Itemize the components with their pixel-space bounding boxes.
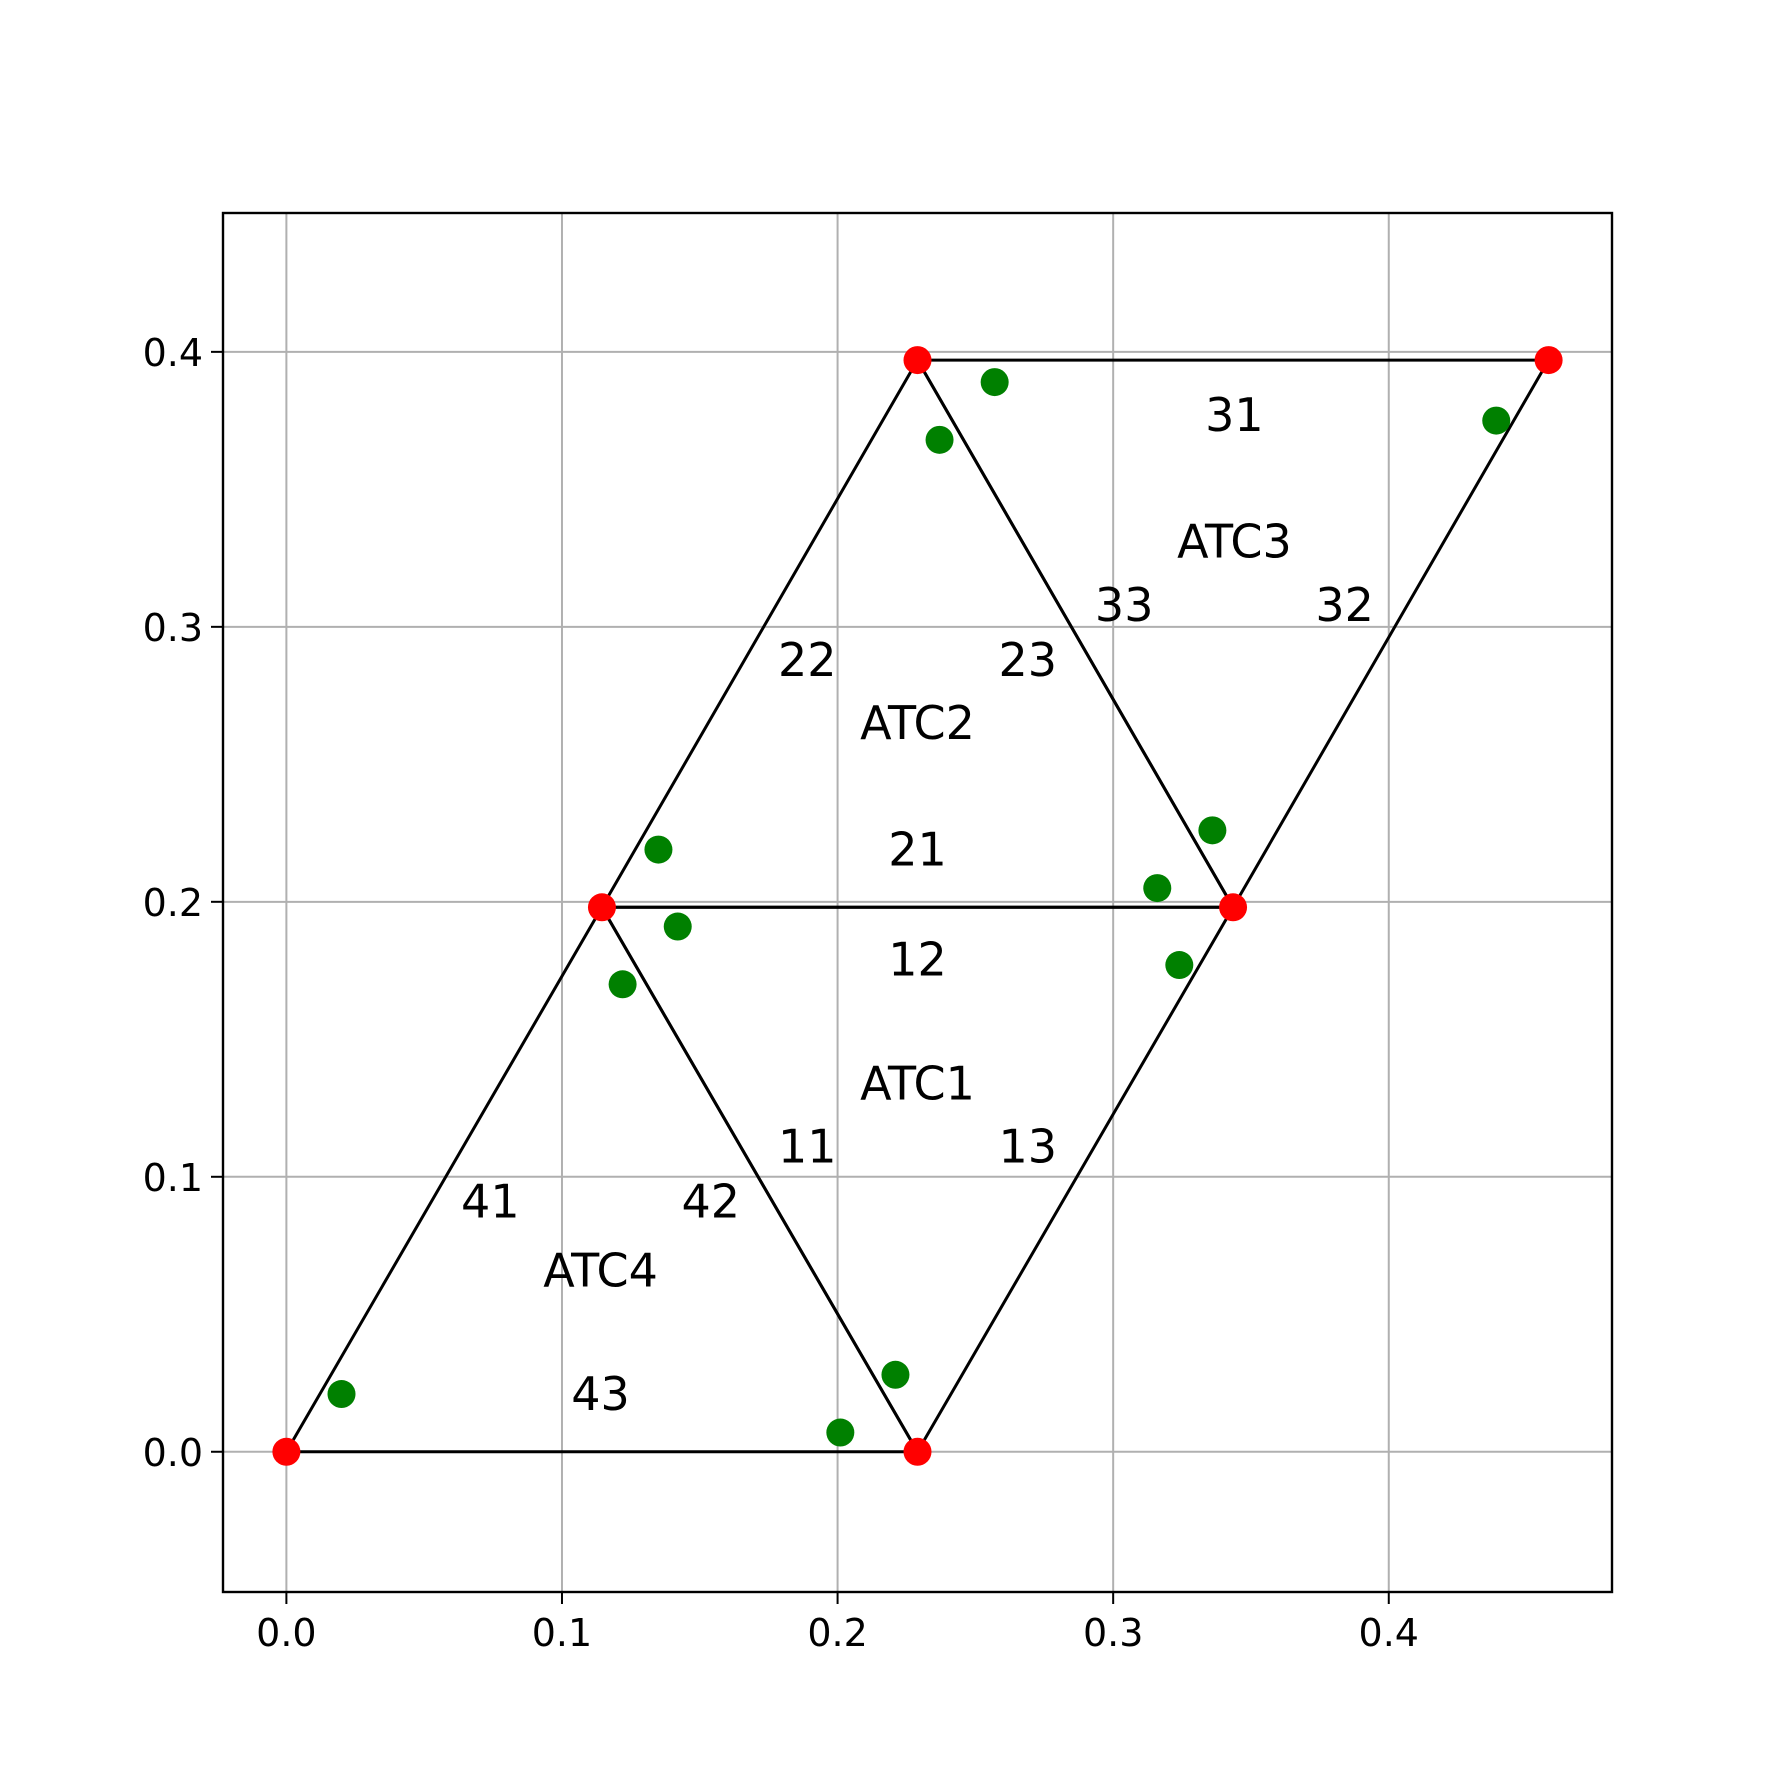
vertex-point: [903, 1437, 932, 1466]
triangle-atc3: [914, 358, 1552, 911]
y-tick-label: 0.4: [143, 331, 203, 375]
axis-ticks: 0.0 0.1 0.2 0.3 0.4 0.0 0.1 0.2 0.3 0.4: [143, 331, 1419, 1655]
annotation-label: 31: [1205, 388, 1264, 442]
vertex-point: [1534, 346, 1563, 375]
marker-point: [881, 1360, 910, 1389]
marker-point: [608, 970, 637, 999]
annotation-label: ATC2: [860, 696, 975, 750]
annotation-label: 32: [1315, 578, 1374, 632]
annotation-label: 13: [998, 1120, 1057, 1174]
marker-point: [1482, 406, 1511, 435]
vertex-point: [587, 893, 616, 922]
vertex-point: [272, 1437, 301, 1466]
marker-point: [644, 835, 673, 864]
x-tick-label: 0.2: [807, 1611, 867, 1655]
triangle-edges: [283, 357, 1552, 1455]
vertex-points: [272, 346, 1563, 1466]
annotation-label: ATC4: [543, 1243, 658, 1297]
x-tick-label: 0.0: [256, 1611, 316, 1655]
annotation-label: 23: [998, 633, 1057, 687]
marker-point: [1165, 951, 1194, 980]
y-tick-label: 0.2: [143, 881, 203, 925]
annotation-label: 42: [682, 1175, 741, 1229]
marker-points: [327, 368, 1511, 1447]
annotation-label: 11: [778, 1120, 837, 1174]
marker-point: [826, 1418, 855, 1447]
annotation-label: ATC3: [1177, 515, 1292, 569]
annotation-label: 22: [778, 633, 837, 687]
annotation-label: 41: [461, 1175, 520, 1229]
annotation-label: 12: [888, 933, 947, 987]
vertex-point: [903, 346, 932, 375]
y-tick-label: 0.1: [143, 1156, 203, 1200]
annotations: ATC1 ATC2 ATC3 ATC4 11 12 13 21 22 23 31 32 33 41 42 43: [461, 388, 1374, 1421]
marker-point: [1143, 874, 1172, 903]
y-tick-label: 0.0: [143, 1431, 203, 1475]
y-tick-label: 0.3: [143, 606, 203, 650]
x-tick-label: 0.3: [1083, 1611, 1143, 1655]
x-tick-label: 0.1: [532, 1611, 592, 1655]
triangle-atc4: [283, 904, 921, 1454]
marker-point: [663, 912, 692, 941]
annotation-label: 43: [571, 1367, 630, 1421]
marker-point: [980, 368, 1009, 397]
annotation-label: ATC1: [860, 1056, 975, 1110]
annotation-label: 33: [1095, 578, 1154, 632]
marker-point: [1198, 816, 1227, 845]
annotation-label: 21: [888, 823, 947, 877]
marker-point: [925, 425, 954, 454]
vertex-point: [1219, 893, 1248, 922]
x-tick-label: 0.4: [1359, 1611, 1419, 1655]
marker-point: [327, 1380, 356, 1409]
